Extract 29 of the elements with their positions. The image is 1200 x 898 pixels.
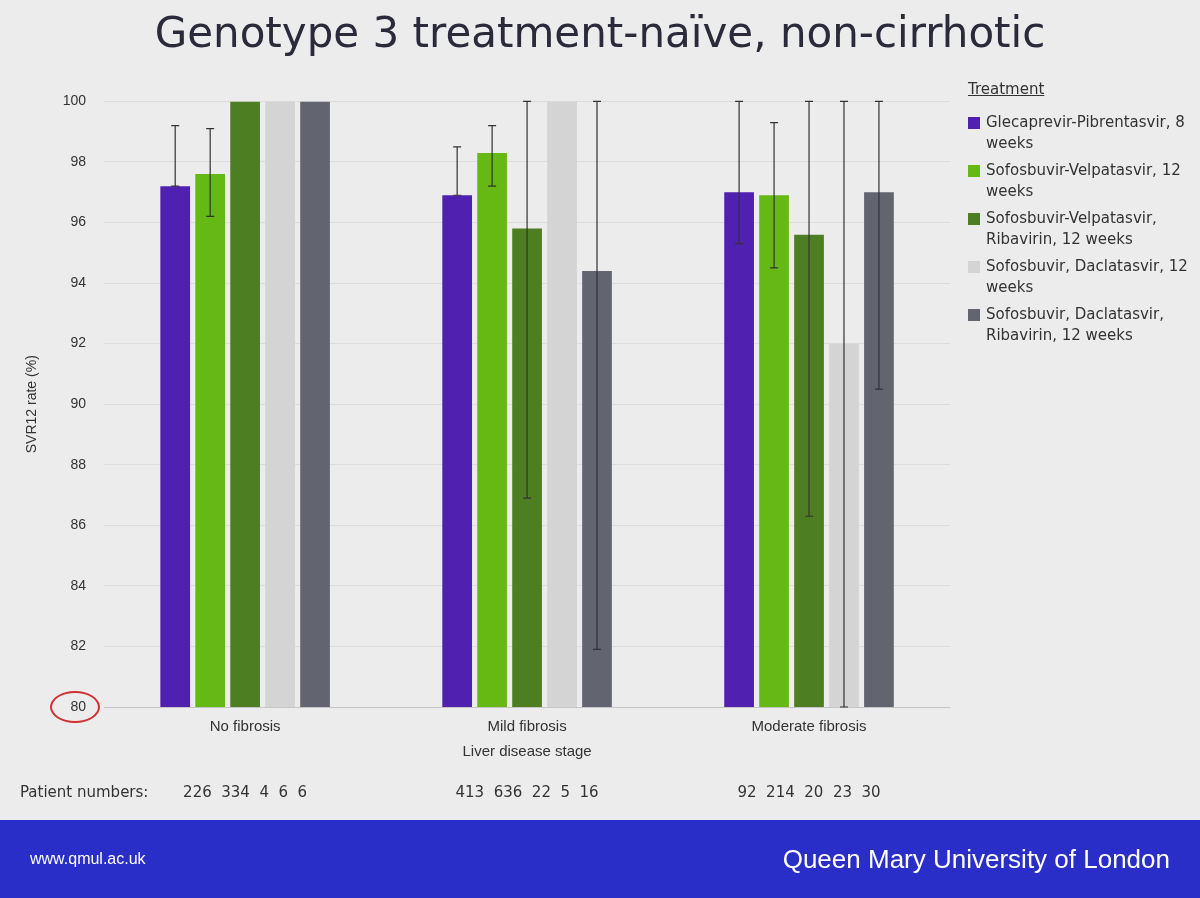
y-tick-label: 88: [70, 455, 87, 472]
x-axis-title: Liver disease stage: [462, 742, 592, 760]
legend-label: Sofosbuvir-Velpatasvir, 12 weeks: [986, 160, 1182, 202]
y-tick-label: 96: [70, 213, 87, 230]
text: 226 334 4 6 6: [183, 782, 308, 801]
legend-title: Treatment: [968, 80, 1046, 98]
y-tick-label: 82: [70, 637, 87, 654]
text: Queen Mary University of London: [782, 843, 1170, 875]
legend-label: Sofosbuvir, Daclatasvir, 12 weeks: [986, 256, 1189, 298]
legend-label: Glecaprevir-Pibrentasvir, 8 weeks: [986, 112, 1186, 154]
x-tick-label: Moderate fibrosis: [751, 717, 867, 735]
legend-label: Sofosbuvir-Velpatasvir, Ribavirin, 12 weeks: [986, 208, 1158, 250]
y-tick-label: 98: [70, 152, 87, 169]
legend-label: Sofosbuvir, Daclatasvir, Ribavirin, 12 weeks: [986, 304, 1165, 346]
y-tick-label: 90: [70, 395, 87, 412]
text: 92 214 20 23 30: [737, 782, 881, 801]
y-tick-label: 80: [70, 697, 87, 714]
x-tick-label: Mild fibrosis: [487, 717, 567, 735]
text: www.qmul.ac.uk: [30, 850, 146, 868]
y-tick-label: 84: [70, 576, 87, 593]
text: 413 636 22 5 16: [455, 782, 599, 801]
y-axis-title: SVR12 rate (%): [23, 355, 40, 454]
y-tick-label: 94: [70, 273, 87, 290]
y-tick-label: 100: [62, 92, 87, 109]
y-tick-label: 92: [70, 334, 87, 351]
x-tick-label: No fibrosis: [209, 717, 281, 735]
text: Patient numbers:: [20, 782, 149, 801]
chart-title: Genotype 3 treatment-naïve, non-cirrhotic: [153, 8, 1047, 57]
y-tick-label: 86: [70, 516, 87, 533]
